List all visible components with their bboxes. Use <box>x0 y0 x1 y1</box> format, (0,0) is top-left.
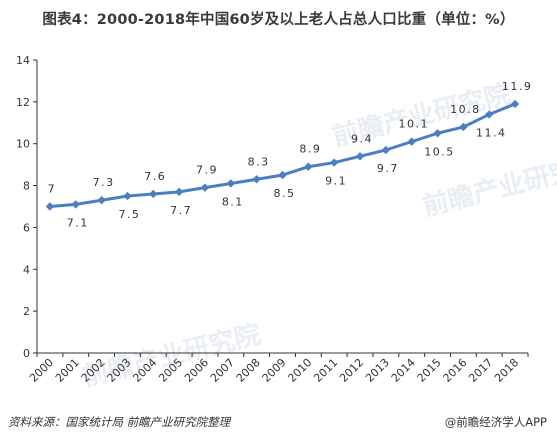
x-tick-label: 2015 <box>415 356 444 385</box>
y-tick-label: 0 <box>23 347 30 360</box>
data-label: 7.9 <box>196 164 218 177</box>
data-label: 7.5 <box>118 208 140 221</box>
data-point-marker <box>510 99 520 109</box>
data-label: 8.3 <box>248 155 270 168</box>
data-label: 9.7 <box>377 162 399 175</box>
data-label: 9.1 <box>325 175 347 188</box>
data-labels: 7 7.1 7.3 7.5 7.6 7.7 7.9 8.1 8.3 8.5 8.9 9.1 9.4 9.7… <box>48 80 533 229</box>
data-label: 9.4 <box>351 132 373 145</box>
y-axis: 0 2 4 6 8 10 12 14 <box>16 54 38 360</box>
data-point-marker <box>329 158 339 167</box>
x-tick-label: 2001 <box>53 356 82 385</box>
y-tick-label: 12 <box>16 96 30 109</box>
data-label: 10.8 <box>450 103 481 116</box>
x-axis: 2000200120022003200420052006200720082009… <box>27 352 529 385</box>
x-tick-label: 2017 <box>466 356 495 385</box>
data-point-marker <box>97 196 106 205</box>
source-note: 资料来源：国家统计局 前瞻产业研究院整理 <box>8 415 231 429</box>
x-tick-label: 2011 <box>311 356 340 385</box>
data-point-marker <box>226 179 236 188</box>
x-tick-label: 2002 <box>79 356 108 385</box>
data-point-marker <box>123 191 132 201</box>
data-point-marker <box>174 187 184 197</box>
y-tick-label: 2 <box>23 305 30 318</box>
x-tick-label: 2003 <box>105 356 134 385</box>
data-label: 11.9 <box>502 80 533 93</box>
data-point-marker <box>433 129 442 138</box>
data-point-marker <box>200 183 210 192</box>
y-tick-label: 10 <box>16 138 30 151</box>
data-point-marker <box>485 110 494 119</box>
data-point-marker <box>381 145 391 155</box>
data-point-marker <box>407 137 416 146</box>
data-label: 7.3 <box>93 176 115 189</box>
x-tick-label: 2018 <box>492 356 521 385</box>
data-point-marker <box>71 200 80 209</box>
x-tick-label: 2009 <box>260 356 289 385</box>
x-tick-label: 2014 <box>389 356 418 385</box>
data-point-marker <box>278 170 287 180</box>
data-label: 8.5 <box>274 187 296 200</box>
data-point-marker <box>355 152 365 161</box>
x-tick-label: 2006 <box>182 356 211 385</box>
x-tick-label: 2005 <box>156 356 185 385</box>
data-label: 7.1 <box>67 216 89 229</box>
data-label: 7 <box>48 183 57 196</box>
x-tick-label: 2013 <box>363 356 392 385</box>
chart-title: 图表4：2000-2018年中国60岁及以上老人占总人口比重（单位：%） <box>42 12 515 28</box>
x-tick-label: 2004 <box>130 356 159 385</box>
y-tick-label: 8 <box>23 180 30 193</box>
data-label: 7.7 <box>170 204 192 217</box>
brand-credit: @前瞻经济学人APP <box>444 415 547 429</box>
x-tick-label: 2012 <box>337 356 366 385</box>
data-point-marker <box>304 162 313 171</box>
data-label: 11.4 <box>476 126 507 139</box>
x-tick-label: 2000 <box>27 356 56 385</box>
data-point-marker <box>252 175 261 184</box>
data-point-marker <box>45 202 55 211</box>
data-label: 10.1 <box>398 118 429 131</box>
data-label: 10.5 <box>424 145 455 158</box>
data-point-marker <box>459 122 468 132</box>
y-tick-label: 6 <box>23 221 30 234</box>
y-tick-label: 14 <box>16 54 30 67</box>
x-tick-label: 2010 <box>285 356 314 385</box>
x-tick-label: 2016 <box>441 356 470 385</box>
y-tick-label: 4 <box>23 263 30 276</box>
data-label: 8.1 <box>222 195 244 208</box>
data-label: 8.9 <box>299 143 321 156</box>
data-point-marker <box>149 189 158 199</box>
data-series <box>45 99 520 211</box>
data-label: 7.6 <box>144 170 166 183</box>
x-tick-label: 2007 <box>208 356 237 385</box>
x-tick-label: 2008 <box>234 356 263 385</box>
